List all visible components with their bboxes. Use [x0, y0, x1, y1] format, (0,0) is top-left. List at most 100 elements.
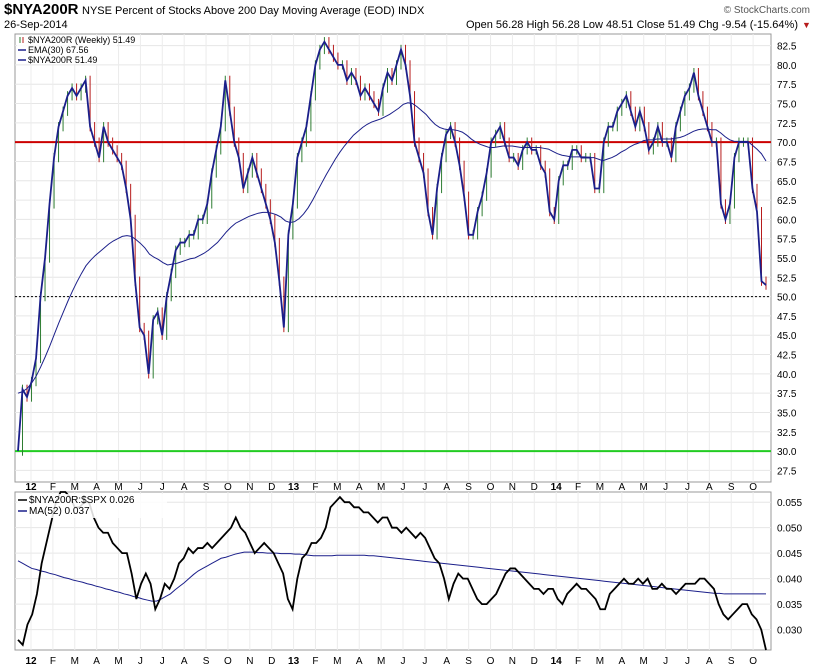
ratio-line	[17, 491, 767, 651]
upper-y-tick-label: 30.0	[777, 447, 797, 458]
upper-x-tick-label: A	[706, 482, 713, 493]
upper-x-tick-label: J	[685, 482, 690, 493]
lower-x-tick-label: M	[71, 656, 79, 667]
lower-y-tick-label: 0.050	[777, 524, 802, 535]
upper-y-tick-label: 35.0	[777, 408, 797, 419]
upper-y-tick-label: 45.0	[777, 331, 797, 342]
lower-x-tick-label: 14	[551, 656, 563, 667]
lower-x-tick-label: D	[268, 656, 275, 667]
lower-x-tick-label: J	[685, 656, 690, 667]
lower-x-tick-label: M	[114, 656, 122, 667]
watermark: © StockCharts.com	[724, 5, 810, 16]
upper-y-tick-label: 82.5	[777, 42, 797, 53]
header-svg: $NYA200R NYSE Percent of Stocks Above 20…	[4, 1, 811, 31]
upper-gridlines	[15, 34, 771, 482]
upper-x-tick-label: A	[443, 482, 450, 493]
lower-x-tick-label: N	[246, 656, 253, 667]
lower-legend-entry: $NYA200R:$SPX 0.026	[29, 495, 135, 506]
upper-y-tick-label: 77.5	[777, 80, 797, 91]
lower-x-tick-label: O	[749, 656, 757, 667]
upper-y-tick-label: 70.0	[777, 138, 797, 149]
lower-x-tick-label: 12	[25, 656, 37, 667]
lower-series	[17, 491, 767, 651]
upper-x-tick-label: M	[114, 482, 122, 493]
lower-x-tick-label: D	[531, 656, 538, 667]
upper-x-tick-label: A	[618, 482, 625, 493]
upper-x-tick-label: F	[50, 482, 56, 493]
upper-x-tick-label: N	[246, 482, 253, 493]
upper-series	[17, 37, 767, 456]
upper-x-tick-label: J	[160, 482, 165, 493]
upper-x-tick-label: S	[728, 482, 735, 493]
upper-x-tick-label: 13	[288, 482, 300, 493]
lower-x-tick-label: S	[728, 656, 735, 667]
upper-x-tick-label: O	[224, 482, 232, 493]
upper-legend-entry: $NYA200R (Weekly) 51.49	[28, 35, 135, 45]
upper-y-tick-label: 57.5	[777, 235, 797, 246]
upper-legend-entry: $NYA200R 51.49	[28, 55, 97, 65]
upper-x-tick-label: M	[71, 482, 79, 493]
lower-x-tick-label: N	[509, 656, 516, 667]
lower-x-tick-label: F	[575, 656, 581, 667]
lower-x-tick-labels: 12 F M A M J J A S O N D 13 F M A M J J A S O N D 14 F M A M J J A S O	[25, 656, 757, 667]
upper-y-tick-label: 55.0	[777, 254, 797, 265]
chart-date: 26-Sep-2014	[4, 19, 68, 31]
lower-x-tick-label: M	[377, 656, 385, 667]
upper-y-tick-label: 75.0	[777, 100, 797, 111]
upper-y-tick-labels: 27.5 30.0 32.5 35.0 37.5 40.0 42.5 45.0 47.5 50.0…	[777, 42, 797, 478]
lower-x-tick-label: J	[160, 656, 165, 667]
lower-x-tick-label: A	[356, 656, 363, 667]
upper-x-tick-label: J	[401, 482, 406, 493]
upper-x-tick-label: D	[268, 482, 275, 493]
chart-header: $NYA200R NYSE Percent of Stocks Above 20…	[0, 0, 820, 34]
lower-x-tick-label: J	[401, 656, 406, 667]
ma52-line	[17, 551, 766, 602]
lower-legend-box	[17, 494, 167, 518]
lower-x-tick-label: J	[663, 656, 668, 667]
lower-y-tick-label: 0.035	[777, 600, 802, 611]
lower-panel: 0.030 0.035 0.040 0.045 0.050 0.055 $NYA200R:…	[14, 491, 802, 651]
lower-legend-entry: MA(52) 0.037	[29, 506, 90, 517]
upper-panel: 27.5 30.0 32.5 35.0 37.5 40.0 42.5 45.0 47.5 50.0…	[14, 33, 797, 483]
upper-x-tick-label: N	[509, 482, 516, 493]
upper-x-tick-label: A	[356, 482, 363, 493]
ema30-line	[17, 102, 767, 394]
lower-x-tick-label: M	[333, 656, 341, 667]
lower-y-tick-label: 0.030	[777, 626, 802, 637]
upper-y-tick-label: 60.0	[777, 215, 797, 226]
upper-x-tick-label: J	[663, 482, 668, 493]
lower-y-tick-labels: 0.030 0.035 0.040 0.045 0.050 0.055	[777, 498, 802, 636]
upper-x-tick-label: A	[181, 482, 188, 493]
quote-line: Open 56.28 High 56.28 Low 48.51 Close 51…	[466, 19, 798, 31]
lower-x-tick-label: M	[596, 656, 604, 667]
chg-arrow-icon: ▼	[802, 20, 811, 30]
upper-x-tick-label: F	[312, 482, 318, 493]
upper-y-tick-label: 47.5	[777, 312, 797, 323]
upper-x-tick-label: A	[93, 482, 100, 493]
lower-x-tick-label: F	[50, 656, 56, 667]
lower-y-tick-label: 0.045	[777, 549, 802, 560]
upper-x-tick-label: M	[596, 482, 604, 493]
upper-x-tick-label: S	[203, 482, 210, 493]
upper-x-tick-label: J	[138, 482, 143, 493]
upper-x-tick-label: D	[531, 482, 538, 493]
lower-y-tick-label: 0.040	[777, 575, 802, 586]
upper-x-tick-label: M	[640, 482, 648, 493]
lower-x-tick-label: A	[706, 656, 713, 667]
upper-legend-entry: EMA(30) 67.56	[28, 45, 89, 55]
upper-x-tick-label: O	[749, 482, 757, 493]
symbol-title: $NYA200R	[4, 1, 79, 18]
upper-x-tick-label: J	[422, 482, 427, 493]
lower-x-tick-label: A	[443, 656, 450, 667]
upper-x-tick-label: 14	[551, 482, 563, 493]
lower-gridlines	[15, 492, 771, 650]
upper-legend-box	[17, 36, 117, 64]
upper-y-tick-label: 42.5	[777, 351, 797, 362]
upper-y-tick-label: 80.0	[777, 61, 797, 72]
lower-x-tick-label: J	[138, 656, 143, 667]
upper-y-tick-label: 27.5	[777, 466, 797, 477]
upper-y-tick-label: 32.5	[777, 428, 797, 439]
